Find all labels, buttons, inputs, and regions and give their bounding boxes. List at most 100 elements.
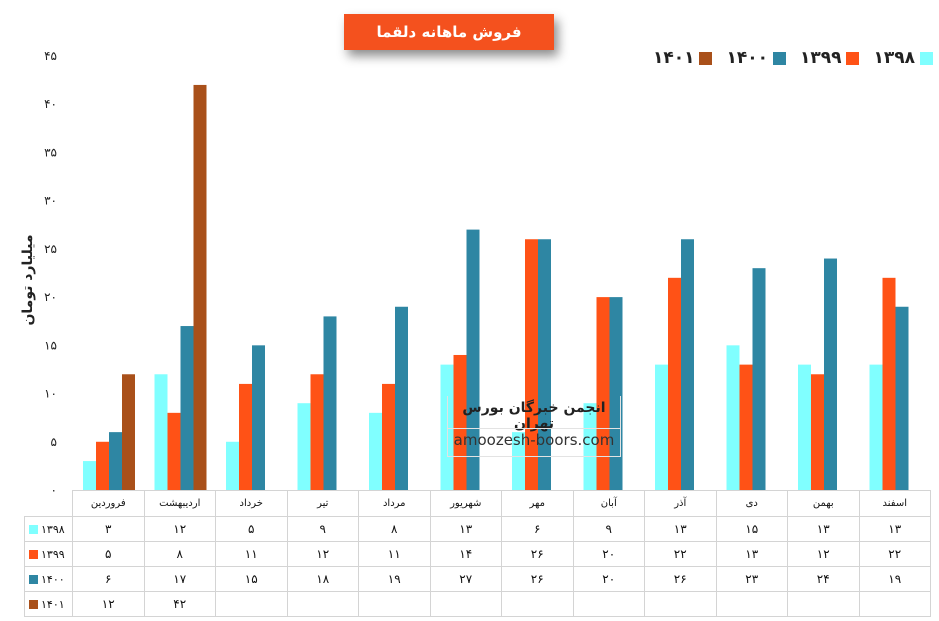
table-cell: ۱۹ bbox=[358, 566, 431, 592]
table-cell bbox=[429, 591, 502, 617]
legend-swatch bbox=[699, 51, 713, 65]
y-tick-label: ۴۵ bbox=[44, 49, 57, 63]
table-cell bbox=[286, 591, 359, 617]
table-cell: ۲۰ bbox=[572, 541, 645, 567]
table-cell: ۹ bbox=[286, 516, 359, 542]
table-cell: ۱۱ bbox=[358, 541, 431, 567]
legend-label: ۱۳۹۹ bbox=[799, 48, 842, 68]
table-cell bbox=[858, 591, 931, 617]
x-tick-label: فروردین bbox=[72, 490, 145, 517]
x-tick-label: مرداد bbox=[358, 490, 431, 517]
table-cell bbox=[715, 591, 788, 617]
table-cell: ۱۲ bbox=[286, 541, 359, 567]
table-cell: ۲۲ bbox=[644, 541, 717, 567]
legend-swatch bbox=[920, 51, 933, 65]
table-cell bbox=[787, 591, 860, 617]
table-cell: ۱۳ bbox=[429, 516, 502, 542]
table-cell bbox=[501, 591, 574, 617]
table-series-swatch bbox=[29, 575, 38, 584]
bar bbox=[226, 441, 239, 490]
table-cell bbox=[215, 591, 288, 617]
legend-label: ۱۴۰۱ bbox=[652, 48, 695, 68]
table-cell bbox=[572, 591, 645, 617]
table-cell: ۹ bbox=[572, 516, 645, 542]
table-cell: ۱۱ bbox=[215, 541, 288, 567]
bar bbox=[739, 364, 753, 490]
table-cell: ۸ bbox=[358, 516, 431, 542]
table-cell: ۱۵ bbox=[215, 566, 288, 592]
table-cell: ۱۳ bbox=[787, 516, 860, 542]
table-cell: ۱۲ bbox=[72, 591, 145, 617]
table-cell: ۶ bbox=[72, 566, 145, 592]
bar bbox=[752, 268, 766, 490]
bar bbox=[180, 326, 194, 490]
legend-label: ۱۴۰۰ bbox=[726, 48, 768, 68]
table-cell bbox=[358, 591, 431, 617]
legend-label: ۱۳۹۸ bbox=[873, 48, 915, 68]
table-cell: ۲۳ bbox=[715, 566, 788, 592]
bar bbox=[369, 412, 382, 490]
data-table: فروردین اردیبهشت خرداد تیر مرداد شهریور مهر آبا… bbox=[24, 490, 931, 617]
bar bbox=[323, 316, 337, 490]
table-cell: ۲۶ bbox=[644, 566, 717, 592]
bar bbox=[668, 277, 681, 490]
bar bbox=[869, 364, 883, 490]
y-tick-label: ۱۵ bbox=[44, 338, 57, 352]
bar bbox=[525, 239, 538, 490]
x-tick-label: اردیبهشت bbox=[143, 490, 216, 517]
x-tick-label: مهر bbox=[501, 490, 574, 517]
bar bbox=[824, 258, 837, 490]
x-tick-label: آذر bbox=[644, 490, 717, 517]
table-series-label: ۱۴۰۱ bbox=[24, 591, 73, 617]
bar bbox=[596, 297, 610, 490]
table-cell: ۱۹ bbox=[858, 566, 931, 592]
x-tick-label: تیر bbox=[286, 490, 359, 517]
y-tick-label: ۰ bbox=[51, 483, 57, 497]
bar bbox=[252, 345, 265, 490]
table-cell: ۱۴ bbox=[429, 541, 502, 567]
x-tick-label: خرداد bbox=[215, 490, 288, 517]
table-cell: ۴۲ bbox=[143, 591, 216, 617]
bar bbox=[512, 432, 525, 490]
table-cell: ۶ bbox=[501, 516, 574, 542]
table-series-swatch bbox=[29, 525, 38, 534]
bar bbox=[154, 374, 168, 490]
table-cell: ۲۰ bbox=[572, 566, 645, 592]
bar bbox=[681, 239, 694, 490]
x-tick-label: بهمن bbox=[787, 490, 860, 517]
bar bbox=[193, 84, 207, 490]
table-cell: ۱۲ bbox=[143, 516, 216, 542]
table-cell: ۱۲ bbox=[787, 541, 860, 567]
table-cell: ۱۷ bbox=[143, 566, 216, 592]
table-cell: ۲۶ bbox=[501, 566, 574, 592]
bar bbox=[895, 306, 909, 490]
table-series-label: ۱۴۰۰ bbox=[24, 566, 73, 592]
bar bbox=[583, 403, 597, 490]
y-tick-label: ۲۰ bbox=[44, 290, 57, 304]
table-cell: ۱۵ bbox=[715, 516, 788, 542]
table-series-swatch bbox=[29, 550, 38, 559]
watermark: انجمن خبرگان بورس تهران amoozesh-boors.c… bbox=[447, 396, 621, 457]
bar bbox=[96, 441, 109, 490]
x-tick-label: آبان bbox=[572, 490, 645, 517]
table-series-swatch bbox=[29, 600, 38, 609]
bar bbox=[395, 306, 408, 490]
table-cell: ۲۷ bbox=[429, 566, 502, 592]
bar bbox=[83, 461, 96, 490]
table-row: ۱۳۹۸ ۳ ۱۲ ۵ ۹ ۸ ۱۳ ۶ ۹ ۱۳ ۱۵ ۱۳ ۱۳ bbox=[24, 516, 931, 542]
table-series-label: ۱۳۹۹ bbox=[24, 541, 73, 567]
bar bbox=[297, 403, 311, 490]
legend-swatch bbox=[846, 51, 860, 65]
x-tick-label: دی bbox=[715, 490, 788, 517]
table-series-label: ۱۳۹۸ bbox=[24, 516, 73, 542]
legend-swatch bbox=[772, 51, 786, 65]
bar bbox=[109, 432, 122, 490]
bar bbox=[609, 297, 623, 490]
table-cell: ۵ bbox=[72, 541, 145, 567]
table-header-row: فروردین اردیبهشت خرداد تیر مرداد شهریور مهر آبا… bbox=[25, 490, 931, 517]
x-tick-label: شهریور bbox=[429, 490, 502, 517]
legend-item: ۱۴۰۱ bbox=[653, 48, 713, 68]
table-row: ۱۴۰۱ ۱۲ ۴۲ bbox=[24, 591, 931, 617]
y-tick-label: ۵ bbox=[51, 435, 57, 449]
y-axis-label-box: میلیارد تومان bbox=[8, 234, 48, 325]
